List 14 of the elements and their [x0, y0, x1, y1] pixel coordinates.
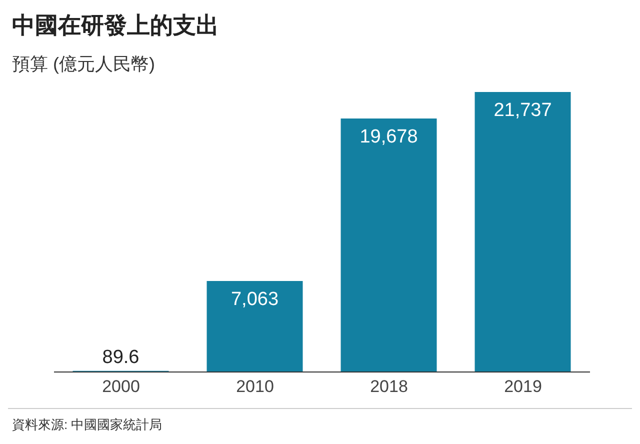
bar [340, 118, 437, 372]
x-tick-label: 2010 [236, 377, 274, 396]
data-label: 19,678 [360, 126, 418, 148]
x-tick-label: 2000 [102, 377, 140, 396]
data-label: 7,063 [230, 289, 279, 310]
bar [206, 281, 303, 372]
x-tick-label: 2018 [370, 377, 408, 396]
data-label: 89.6 [102, 346, 140, 368]
chart-title: 中國在研發上的支出 [12, 11, 219, 40]
x-tick-label: 2019 [504, 377, 542, 396]
source-note: 資料來源: 中國國家統計局 [12, 416, 162, 434]
chart-subtitle: 預算 (億元人民幣) [12, 53, 155, 76]
bar [474, 92, 571, 372]
data-label: 21,737 [494, 100, 552, 121]
